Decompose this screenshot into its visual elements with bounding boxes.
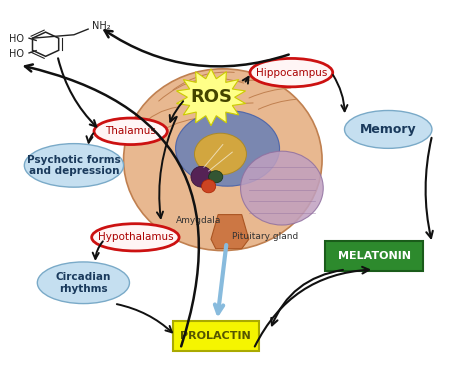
Ellipse shape xyxy=(124,69,322,250)
Text: Hippocampus: Hippocampus xyxy=(255,68,327,78)
Ellipse shape xyxy=(240,151,323,225)
Text: Thalamus: Thalamus xyxy=(105,126,156,136)
Ellipse shape xyxy=(191,166,212,187)
Polygon shape xyxy=(176,69,246,126)
Polygon shape xyxy=(211,215,249,249)
Ellipse shape xyxy=(345,111,432,148)
FancyBboxPatch shape xyxy=(325,242,423,271)
Text: HO: HO xyxy=(9,49,24,59)
Text: Circadian
rhythms: Circadian rhythms xyxy=(56,272,111,294)
Ellipse shape xyxy=(94,118,167,144)
Text: NH₂: NH₂ xyxy=(92,21,110,32)
Ellipse shape xyxy=(250,59,333,87)
Text: PROLACTIN: PROLACTIN xyxy=(181,331,251,341)
Ellipse shape xyxy=(201,180,216,193)
Text: ROS: ROS xyxy=(190,88,232,106)
Text: Hypothalamus: Hypothalamus xyxy=(98,232,173,242)
Ellipse shape xyxy=(175,111,280,186)
Ellipse shape xyxy=(24,144,124,187)
Ellipse shape xyxy=(91,224,179,251)
Ellipse shape xyxy=(194,133,246,175)
Text: Pituitary gland: Pituitary gland xyxy=(232,232,299,241)
Text: Psychotic forms
and depression: Psychotic forms and depression xyxy=(27,155,121,176)
Text: MELATONIN: MELATONIN xyxy=(337,251,410,261)
Text: Amygdala: Amygdala xyxy=(175,216,221,225)
Text: HO: HO xyxy=(9,33,24,44)
Text: Memory: Memory xyxy=(360,123,417,136)
Ellipse shape xyxy=(37,262,129,304)
Ellipse shape xyxy=(209,171,223,183)
FancyBboxPatch shape xyxy=(173,321,258,350)
